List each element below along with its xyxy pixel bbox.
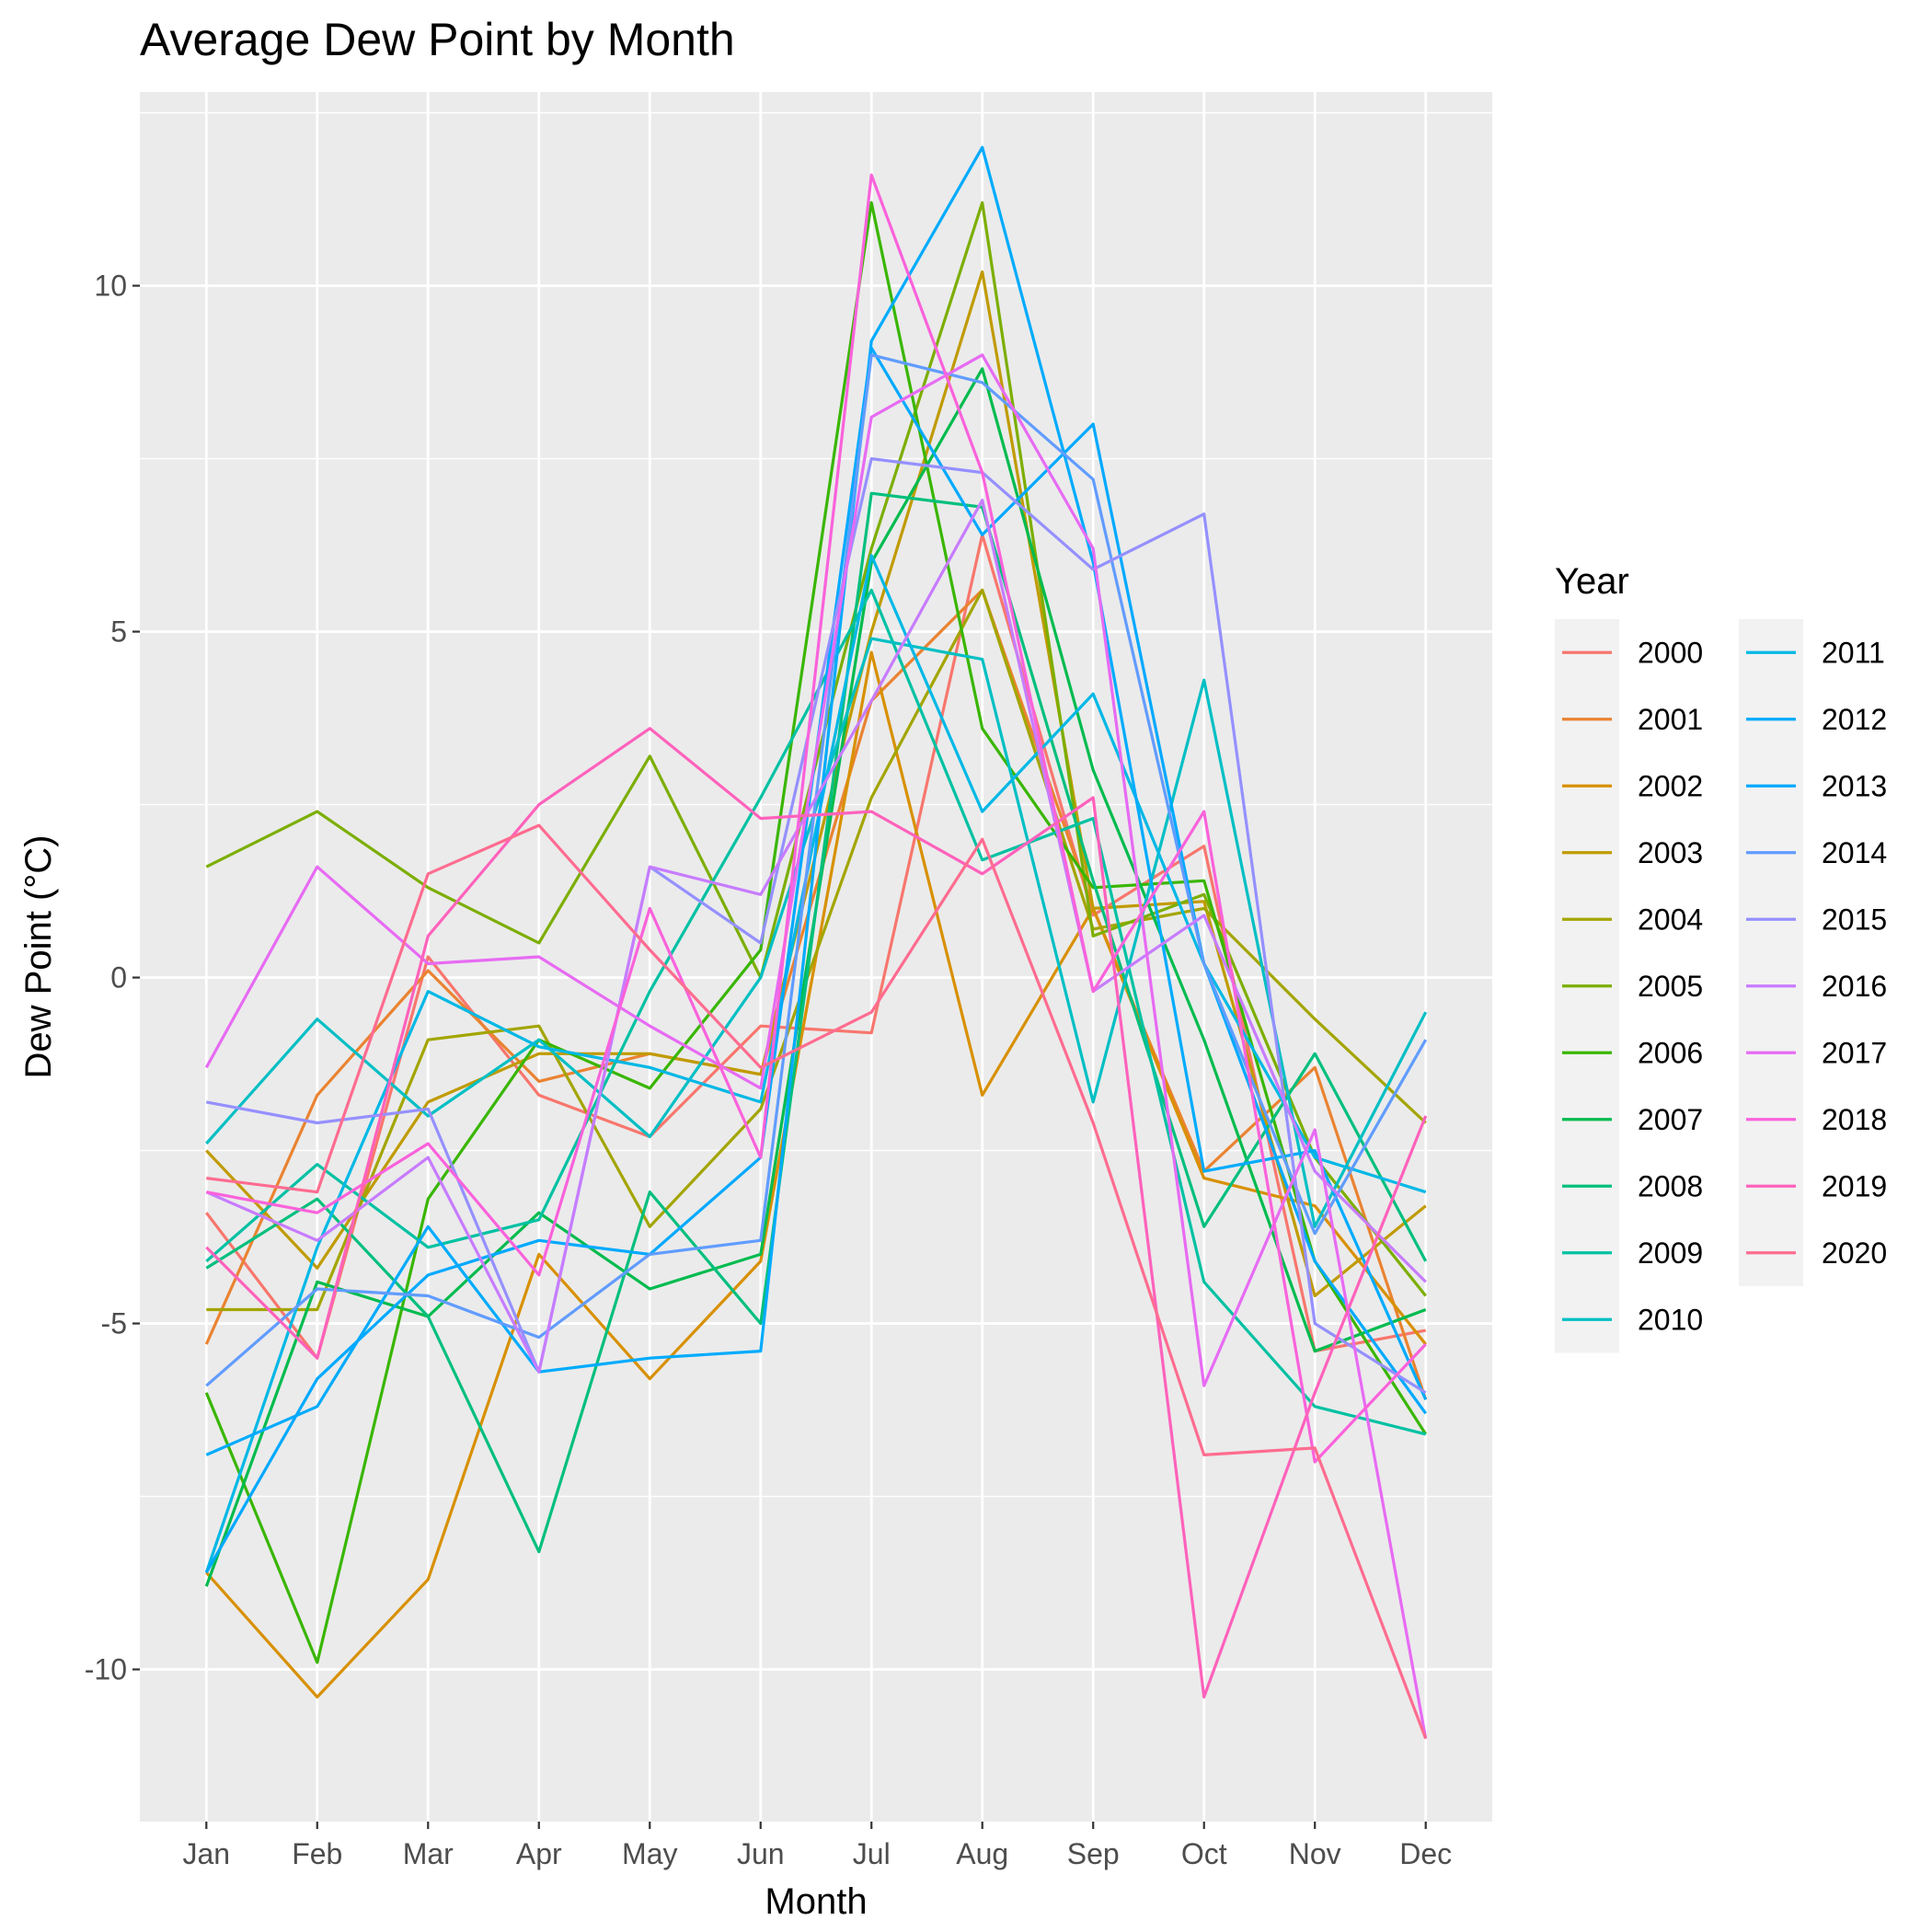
y-axis-title: Dew Point (°C)	[18, 835, 59, 1079]
series-line-2011	[204, 554, 1427, 1573]
x-tick-label: Jul	[853, 1837, 891, 1870]
legend-title: Year	[1555, 561, 1629, 602]
series-line-2006	[204, 201, 1428, 1664]
series-line-2009	[205, 588, 1427, 1436]
legend-label-2018: 2018	[1822, 1103, 1887, 1136]
series-line-2016	[205, 499, 1427, 1374]
series-line-2015	[206, 457, 1427, 1395]
legend-label-2007: 2007	[1638, 1103, 1703, 1136]
x-tick-label: Sep	[1067, 1837, 1120, 1870]
series-line-2012	[205, 145, 1428, 1456]
series-line-2017	[204, 353, 1428, 1740]
x-tick-label: Oct	[1181, 1837, 1227, 1870]
chart-title: Average Dew Point by Month	[140, 14, 735, 65]
legend-label-2011: 2011	[1822, 636, 1885, 669]
legend-label-2014: 2014	[1822, 836, 1887, 869]
legend-label-2020: 2020	[1822, 1236, 1887, 1270]
x-tick-label: Jan	[182, 1837, 230, 1870]
legend-label-2015: 2015	[1822, 903, 1887, 936]
x-axis-title: Month	[765, 1881, 867, 1922]
legend-label-2010: 2010	[1638, 1303, 1703, 1336]
legend-label-2012: 2012	[1822, 703, 1887, 736]
series-line-2008	[205, 491, 1428, 1554]
legend-label-2017: 2017	[1822, 1036, 1887, 1069]
x-tick-label: May	[622, 1837, 677, 1870]
legend-label-2000: 2000	[1638, 636, 1703, 669]
legend-label-2013: 2013	[1822, 769, 1887, 802]
y-tick-label: 0	[110, 961, 127, 995]
legend-label-2019: 2019	[1822, 1169, 1887, 1202]
x-tick-label: Aug	[956, 1837, 1008, 1870]
series-line-2001	[204, 588, 1428, 1400]
legend-label-2006: 2006	[1638, 1036, 1703, 1069]
legend-label-2016: 2016	[1822, 970, 1887, 1003]
y-tick-label: -10	[85, 1653, 127, 1686]
x-tick-label: Dec	[1399, 1837, 1452, 1870]
x-axis: Jan Feb Mar Apr May Jun Jul Aug Sep Oct Nov Dec	[182, 1822, 1452, 1870]
series-line-2019	[205, 727, 1428, 1699]
major-gridlines	[140, 92, 1492, 1822]
y-tick-label: 5	[110, 615, 127, 649]
legend-label-2008: 2008	[1638, 1169, 1703, 1202]
series-line-2020	[206, 823, 1428, 1740]
legend-label-2001: 2001	[1638, 703, 1703, 736]
legend-key-background	[1739, 619, 1803, 1286]
y-tick-label: 10	[94, 270, 127, 303]
series-line-2000	[205, 533, 1426, 1360]
legend: Year 2000 2001 2002 2003 2004 2005 2006 2007 200…	[1555, 561, 1887, 1353]
legend-label-2002: 2002	[1638, 769, 1703, 802]
legend-label-2003: 2003	[1638, 836, 1703, 869]
x-tick-label: Apr	[516, 1837, 562, 1870]
y-axis: -10 -5 0 5 10	[85, 270, 140, 1686]
x-tick-label: Jun	[737, 1837, 785, 1870]
legend-label-2004: 2004	[1638, 903, 1703, 936]
x-tick-label: Feb	[292, 1837, 342, 1870]
y-tick-label: -5	[101, 1307, 127, 1340]
x-tick-label: Nov	[1289, 1837, 1341, 1870]
series-lines	[204, 145, 1428, 1740]
legend-label-2005: 2005	[1638, 970, 1703, 1003]
x-tick-label: Mar	[403, 1837, 454, 1870]
series-line-2018	[206, 173, 1427, 1464]
legend-label-2009: 2009	[1638, 1236, 1703, 1270]
